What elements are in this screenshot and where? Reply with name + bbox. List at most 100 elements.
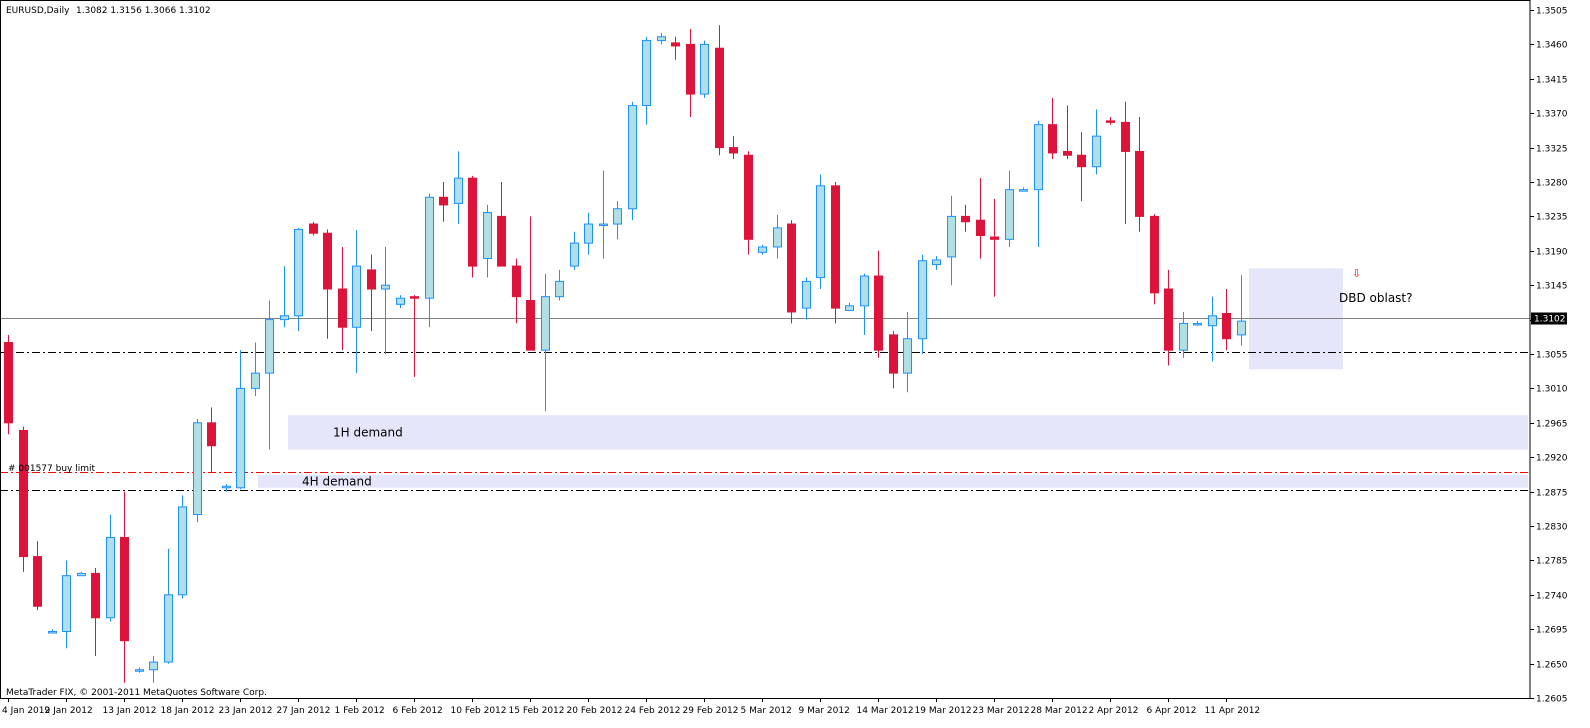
candle-body [338, 288, 347, 328]
candle-body [831, 185, 840, 309]
candle-body [222, 485, 231, 489]
candle-body [642, 40, 651, 107]
plot-frame [0, 0, 1531, 699]
demand-zone [288, 415, 1528, 450]
candle-body [889, 334, 898, 374]
candle-body [265, 319, 274, 374]
y-tick-label: 1.2740 [1536, 592, 1568, 602]
y-tick-label: 1.3280 [1536, 179, 1568, 189]
candle-body [454, 177, 463, 204]
candle-body [62, 575, 71, 632]
candle-body [570, 242, 579, 267]
zone-label: 1H demand [333, 425, 403, 439]
candle-body [1121, 121, 1130, 152]
candle-body [381, 284, 390, 290]
zones-layer: 1H demand 4H demand [258, 268, 1528, 488]
x-tick-label: 10 Feb 2012 [451, 706, 507, 716]
candle-body [77, 572, 86, 577]
candle-body [425, 196, 434, 299]
x-tick-label: 19 Mar 2012 [915, 706, 972, 716]
levels-layer [0, 318, 1530, 491]
candle-body [1150, 215, 1159, 294]
labels-layer: EURUSD,Daily 1.3082 1.3156 1.3066 1.3102… [6, 6, 1413, 698]
candle-body [845, 305, 854, 311]
candle-body [1193, 322, 1202, 326]
candle-body [1106, 120, 1115, 123]
candles-layer [4, 25, 1246, 683]
y-tick-label: 1.3145 [1536, 282, 1568, 292]
y-tick-label: 1.3460 [1536, 41, 1568, 51]
candle-body [990, 236, 999, 240]
candle-body [657, 36, 666, 42]
dbd-zone-label: DBD oblast? [1339, 291, 1413, 305]
candle-body [584, 223, 593, 244]
x-tick-label: 6 Feb 2012 [393, 706, 443, 716]
x-tick-label: 20 Feb 2012 [567, 706, 623, 716]
arrow-down-icon: ⇩ [1352, 267, 1361, 280]
candle-body [555, 280, 564, 298]
candle-body [700, 43, 709, 95]
x-tick-label: 18 Jan 2012 [161, 706, 215, 716]
ohlc-readout: 1.3082 1.3156 1.3066 1.3102 [76, 6, 211, 16]
y-tick-label: 1.2920 [1536, 454, 1568, 464]
candle-body [526, 299, 535, 351]
candle-body [613, 208, 622, 225]
x-tick-label: 4 Jan 2012 [2, 706, 50, 716]
candle-body [1179, 322, 1188, 351]
demand-zone [258, 474, 1528, 488]
candle-body [468, 177, 477, 267]
y-tick-label: 1.3010 [1536, 385, 1568, 395]
y-tick-label: 1.3325 [1536, 145, 1568, 155]
candle-body [1048, 124, 1057, 154]
x-tick-label: 15 Feb 2012 [509, 706, 565, 716]
candle-body [149, 661, 158, 671]
candle-body [483, 212, 492, 259]
symbol-timeframe-label: EURUSD,Daily [6, 6, 70, 16]
candle-body [903, 338, 912, 374]
y-tick-label: 1.2605 [1536, 695, 1568, 705]
candle-body [309, 223, 318, 234]
y-tick-label: 1.3055 [1536, 351, 1568, 361]
y-tick-label: 1.2650 [1536, 661, 1568, 671]
candle-body [512, 265, 521, 298]
candle-body [1135, 150, 1144, 217]
x-tick-label: 29 Feb 2012 [683, 706, 739, 716]
x-tick-label: 9 Jan 2012 [45, 706, 93, 716]
candle-body [91, 572, 100, 619]
candle-body [628, 105, 637, 210]
x-tick-label: 13 Jan 2012 [103, 706, 157, 716]
order-label: # 001577 buy limit [8, 464, 95, 474]
candle-body [33, 556, 42, 607]
x-tick-label: 6 Apr 2012 [1147, 706, 1197, 716]
copyright-label: MetaTrader FIX, © 2001-2011 MetaQuotes S… [6, 688, 267, 698]
y-tick-label: 1.2695 [1536, 626, 1568, 636]
x-tick-label: 23 Mar 2012 [973, 706, 1030, 716]
y-tick-label: 1.2830 [1536, 523, 1568, 533]
candle-body [1034, 124, 1043, 191]
candle-body [787, 223, 796, 313]
candle-body [236, 387, 245, 489]
y-tick-label: 1.3505 [1536, 7, 1568, 17]
candle-body [410, 296, 419, 299]
candle-body [164, 594, 173, 663]
candle-body [976, 219, 985, 237]
zone-label: 4H demand [302, 474, 372, 488]
candle-body [193, 422, 202, 516]
candle-body [4, 342, 13, 424]
candle-body [1019, 189, 1028, 192]
x-tick-label: 28 Mar 2012 [1031, 706, 1088, 716]
candle-body [758, 246, 767, 253]
x-tick-label: 24 Feb 2012 [625, 706, 681, 716]
candle-body [1164, 288, 1173, 351]
y-tick-label: 1.2785 [1536, 557, 1568, 567]
candle-body [48, 630, 57, 634]
candle-body [947, 215, 956, 258]
candle-body [1092, 135, 1101, 168]
axes-layer: 1.3505 1.3460 1.3415 1.3370 1.3325 1.3280 1.32… [0, 0, 1568, 716]
y-tick-label: 1.2965 [1536, 420, 1568, 430]
x-tick-label: 9 Mar 2012 [799, 706, 850, 716]
candle-body [961, 215, 970, 223]
candle-body [686, 43, 695, 95]
candle-body [860, 275, 869, 307]
candle-body [816, 185, 825, 279]
